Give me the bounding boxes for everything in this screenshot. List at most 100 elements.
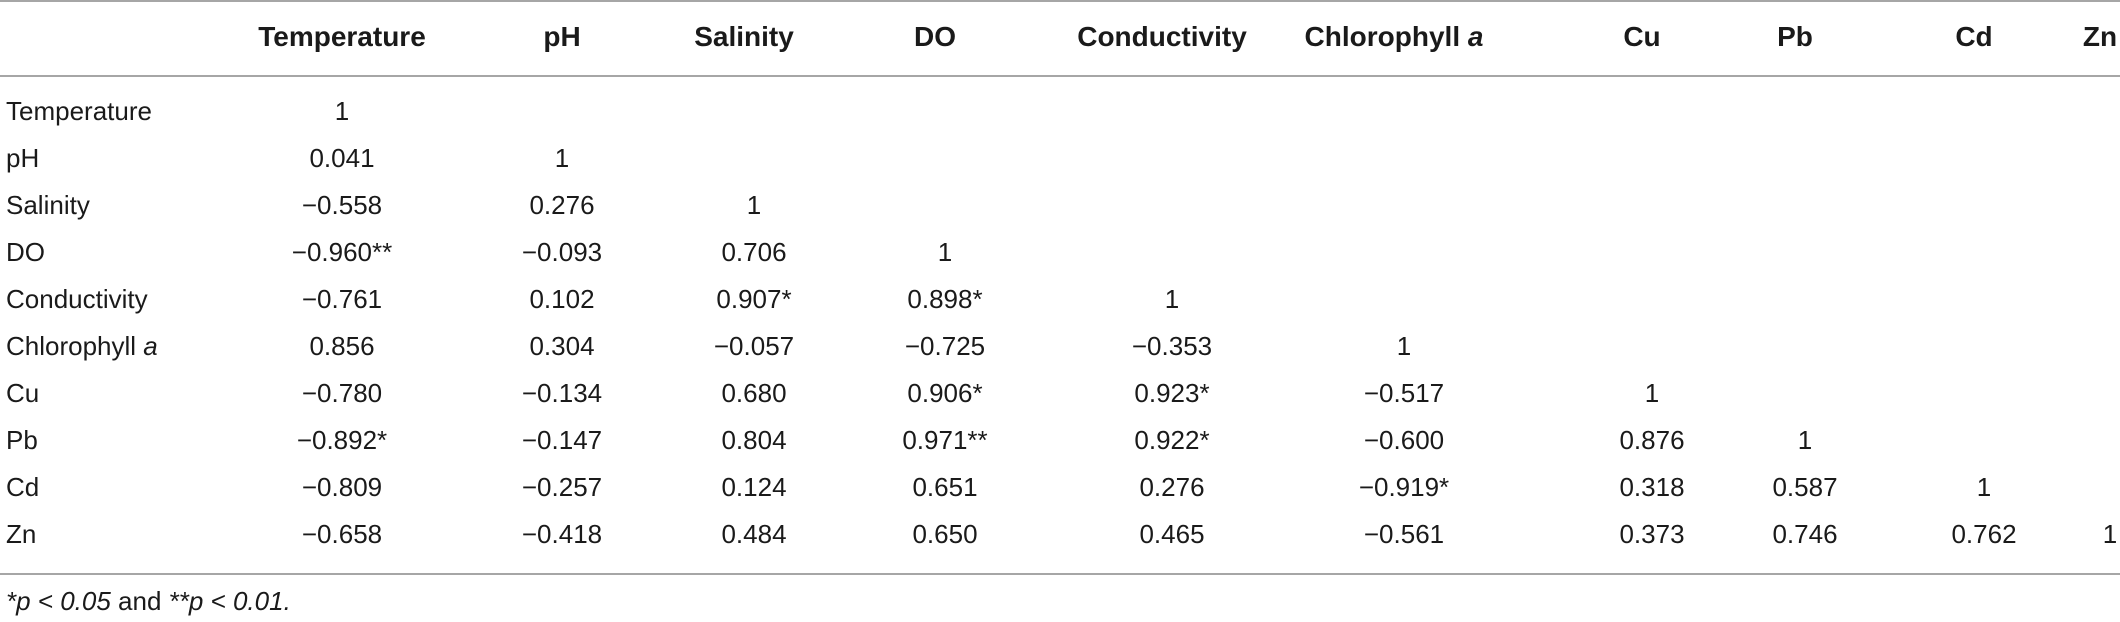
table-cell: −0.353 [1131, 331, 1213, 361]
column-header: Cd [1955, 22, 1992, 52]
table-cell: 1 [1164, 284, 1180, 314]
table-cell: 0.124 [721, 472, 787, 502]
row-label-text: Temperature [6, 96, 152, 126]
table-cell: 0.856 [309, 331, 375, 361]
table-cell: −0.919* [1358, 472, 1450, 502]
table-cell: 0.706 [721, 237, 787, 267]
row-label: Cu [6, 378, 39, 408]
table-cell: −0.600 [1363, 425, 1445, 455]
footnote-and: and [110, 586, 169, 616]
table-cell: 0.651 [912, 472, 978, 502]
column-header-label: Conductivity [1077, 21, 1247, 52]
column-header: Chlorophyll a [1305, 22, 1484, 52]
column-header: Salinity [694, 22, 794, 52]
footnote-p005: *p < 0.05 [6, 586, 111, 616]
table-cell: 1 [554, 143, 570, 173]
row-label: DO [6, 237, 45, 267]
table-cell: −0.134 [521, 378, 603, 408]
row-label: Pb [6, 425, 38, 455]
table-cell: 0.484 [721, 519, 787, 549]
table-cell: −0.147 [521, 425, 603, 455]
table-cell: 1 [937, 237, 953, 267]
table-cell: 0.922* [1134, 425, 1210, 455]
column-header-label: Cd [1955, 21, 1993, 52]
row-label: Cd [6, 472, 39, 502]
table-top-rule [0, 0, 2120, 2]
table-cell: −0.057 [713, 331, 795, 361]
table-cell: 0.465 [1139, 519, 1205, 549]
table-cell: −0.725 [904, 331, 986, 361]
row-label: Chlorophyll a [6, 331, 158, 361]
table-cell: 0.650 [912, 519, 978, 549]
column-header: DO [914, 22, 956, 52]
table-cell: −0.093 [521, 237, 603, 267]
table-cell: 0.804 [721, 425, 787, 455]
row-label-text: Conductivity [6, 284, 148, 314]
table-cell: −0.517 [1363, 378, 1445, 408]
column-header-label: Zn [2082, 21, 2118, 52]
row-label: Salinity [6, 190, 90, 220]
column-header-label: Temperature [258, 21, 426, 52]
table-cell: 0.898* [907, 284, 983, 314]
table-cell: 1 [2102, 519, 2118, 549]
row-label-text: pH [6, 143, 40, 173]
row-label: Conductivity [6, 284, 148, 314]
column-header: Temperature [258, 22, 426, 52]
row-label-text: Salinity [6, 190, 90, 220]
table-cell: 1 [1644, 378, 1660, 408]
table-cell: −0.658 [301, 519, 383, 549]
row-label: pH [6, 143, 39, 173]
table-cell: 0.318 [1619, 472, 1685, 502]
table-cell: 1 [1396, 331, 1412, 361]
table-cell: 0.276 [529, 190, 595, 220]
table-cell: −0.809 [301, 472, 383, 502]
table-cell: −0.960** [291, 237, 393, 267]
row-label-text: Chlorophyll [6, 331, 144, 361]
table-cell: −0.761 [301, 284, 383, 314]
table-cell: 1 [334, 96, 350, 126]
table-cell: 0.587 [1772, 472, 1838, 502]
table-cell: 0.304 [529, 331, 595, 361]
row-label: Temperature [6, 96, 152, 126]
table-cell: −0.892* [296, 425, 388, 455]
table-cell: 0.762 [1951, 519, 2017, 549]
table-cell: −0.558 [301, 190, 383, 220]
row-label-text: Cd [6, 472, 40, 502]
footnote-p001: **p < 0.01. [168, 586, 291, 616]
table-cell: 0.746 [1772, 519, 1838, 549]
column-header-label: Pb [1777, 21, 1813, 52]
header-bottom-rule [0, 75, 2120, 77]
column-header-label: Chlorophyll [1304, 21, 1468, 52]
row-label-italic: a [143, 331, 158, 361]
column-header: Pb [1777, 22, 1813, 52]
table-cell: −0.561 [1363, 519, 1445, 549]
table-cell: 1 [746, 190, 762, 220]
table-cell: 0.876 [1619, 425, 1685, 455]
table-footnote: *p < 0.05 and **p < 0.01. [6, 584, 291, 618]
column-header-label: pH [543, 21, 581, 52]
table-cell: −0.257 [521, 472, 603, 502]
row-label-text: DO [6, 237, 45, 267]
table-cell: 1 [1976, 472, 1992, 502]
column-header-label: DO [914, 21, 956, 52]
table-cell: 0.276 [1139, 472, 1205, 502]
table-cell: 0.041 [309, 143, 375, 173]
column-header: Zn [2083, 22, 2117, 52]
row-label-text: Pb [6, 425, 38, 455]
table-cell: 0.680 [721, 378, 787, 408]
row-label: Zn [6, 519, 36, 549]
column-header: Conductivity [1077, 22, 1247, 52]
table-cell: 0.373 [1619, 519, 1685, 549]
table-bottom-rule [0, 573, 2120, 575]
column-header-label: Cu [1623, 21, 1661, 52]
row-label-text: Zn [6, 519, 37, 549]
table-cell: 0.907* [716, 284, 792, 314]
column-header-label: Salinity [694, 21, 794, 52]
table-cell: 0.923* [1134, 378, 1210, 408]
table-cell: 0.102 [529, 284, 595, 314]
table-cell: −0.780 [301, 378, 383, 408]
row-label-text: Cu [6, 378, 40, 408]
column-header-italic: a [1467, 21, 1484, 52]
table-cell: 1 [1797, 425, 1813, 455]
column-header: Cu [1623, 22, 1660, 52]
